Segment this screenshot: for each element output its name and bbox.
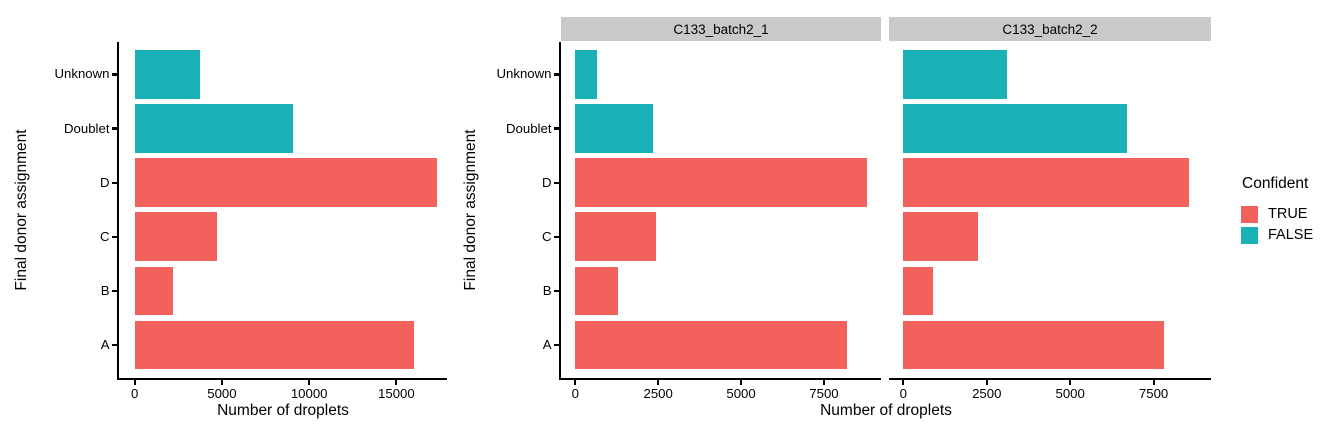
legend-item-false: FALSE <box>1241 227 1341 244</box>
y-tick-label: D <box>99 174 110 190</box>
facet-strip-label: C133_batch2_2 <box>1002 21 1098 37</box>
bar-facet1-a <box>575 320 848 370</box>
x-tick <box>739 380 743 385</box>
x-tick-label: 0 <box>131 386 139 401</box>
y-tick-label: C <box>99 228 110 244</box>
bar-combined-d <box>134 158 438 208</box>
bar-combined-c <box>134 212 217 262</box>
y-tick <box>553 343 559 347</box>
legend-key-false-swatch <box>1241 227 1258 244</box>
y-tick-label: B <box>542 282 552 298</box>
x-axis-line <box>889 377 1211 380</box>
y-tick <box>553 127 559 130</box>
y-tick <box>553 289 559 292</box>
x-tick <box>133 380 136 385</box>
bar-facet1-doublet <box>575 104 654 153</box>
y-tick <box>553 181 559 184</box>
bar-facet1-unknown <box>575 50 597 99</box>
x-axis-title: Number of droplets <box>217 402 349 419</box>
x-tick <box>985 380 988 385</box>
x-tick <box>220 380 224 385</box>
y-axis-line <box>116 42 119 380</box>
x-tick-label: 5000 <box>1055 386 1085 401</box>
x-axis-line <box>116 377 447 380</box>
legend-title: Confident <box>1242 175 1309 192</box>
x-tick <box>822 380 826 385</box>
x-tick-label: 15000 <box>378 386 415 401</box>
bar-combined-a <box>134 320 414 370</box>
legend-key-true-swatch <box>1241 206 1258 223</box>
y-tick <box>553 73 559 76</box>
facet-strip-2: C133_batch2_2 <box>889 17 1211 41</box>
bar-combined-unknown <box>134 50 201 99</box>
x-tick <box>1152 380 1155 385</box>
x-tick-label: 7500 <box>809 386 839 401</box>
y-tick <box>111 235 117 238</box>
y-tick <box>553 235 559 238</box>
bar-facet2-d <box>903 158 1189 208</box>
bar-facet2-unknown <box>903 50 1007 99</box>
x-tick-label: 2500 <box>972 386 1002 401</box>
legend-label-false: FALSE <box>1268 227 1314 243</box>
legend-item-true: TRUE <box>1241 206 1341 223</box>
y-tick-label: D <box>541 174 552 190</box>
bar-combined-doublet <box>134 104 293 153</box>
facet-strip-label: C133_batch2_1 <box>673 21 769 37</box>
y-tick <box>111 127 117 130</box>
facet-strip-1: C133_batch2_1 <box>561 17 881 41</box>
x-axis-title: Number of droplets <box>820 402 952 419</box>
y-tick-label: Unknown <box>54 66 110 82</box>
bar-facet1-d <box>575 158 868 208</box>
bar-facet2-b <box>903 266 934 316</box>
bar-facet2-c <box>903 212 979 262</box>
y-tick <box>111 73 117 76</box>
y-tick-label: B <box>100 282 110 298</box>
bar-facet2-doublet <box>903 104 1127 153</box>
y-tick <box>111 181 117 184</box>
x-tick-label: 5000 <box>726 386 756 401</box>
y-tick-label: C <box>541 228 552 244</box>
x-tick-label: 5000 <box>207 386 237 401</box>
x-tick-label: 10000 <box>290 386 328 401</box>
x-tick-label: 7500 <box>1138 386 1169 401</box>
y-tick <box>111 289 117 292</box>
x-tick <box>308 380 311 385</box>
x-tick-label: 0 <box>899 386 908 401</box>
y-tick-label: Unknown <box>496 66 552 82</box>
y-tick <box>111 343 117 347</box>
x-axis-line <box>558 377 881 380</box>
x-tick <box>1069 380 1072 385</box>
legend: Confident TRUE FALSE <box>1241 175 1341 248</box>
bar-combined-b <box>134 266 174 316</box>
x-tick-label: 0 <box>571 386 579 401</box>
x-tick <box>902 380 905 385</box>
y-axis-line <box>558 42 561 380</box>
x-tick-label: 2500 <box>643 386 673 401</box>
bar-facet2-a <box>903 320 1164 370</box>
y-tick-label: Doublet <box>506 120 552 136</box>
y-tick-label: A <box>100 337 110 353</box>
y-tick-label: A <box>542 337 552 353</box>
legend-label-true: TRUE <box>1268 206 1308 222</box>
y-tick-label: Doublet <box>64 120 110 136</box>
x-tick <box>657 380 660 385</box>
x-tick <box>574 380 577 385</box>
x-tick <box>395 380 398 385</box>
bar-facet1-c <box>575 212 657 262</box>
bar-facet1-b <box>575 266 619 316</box>
